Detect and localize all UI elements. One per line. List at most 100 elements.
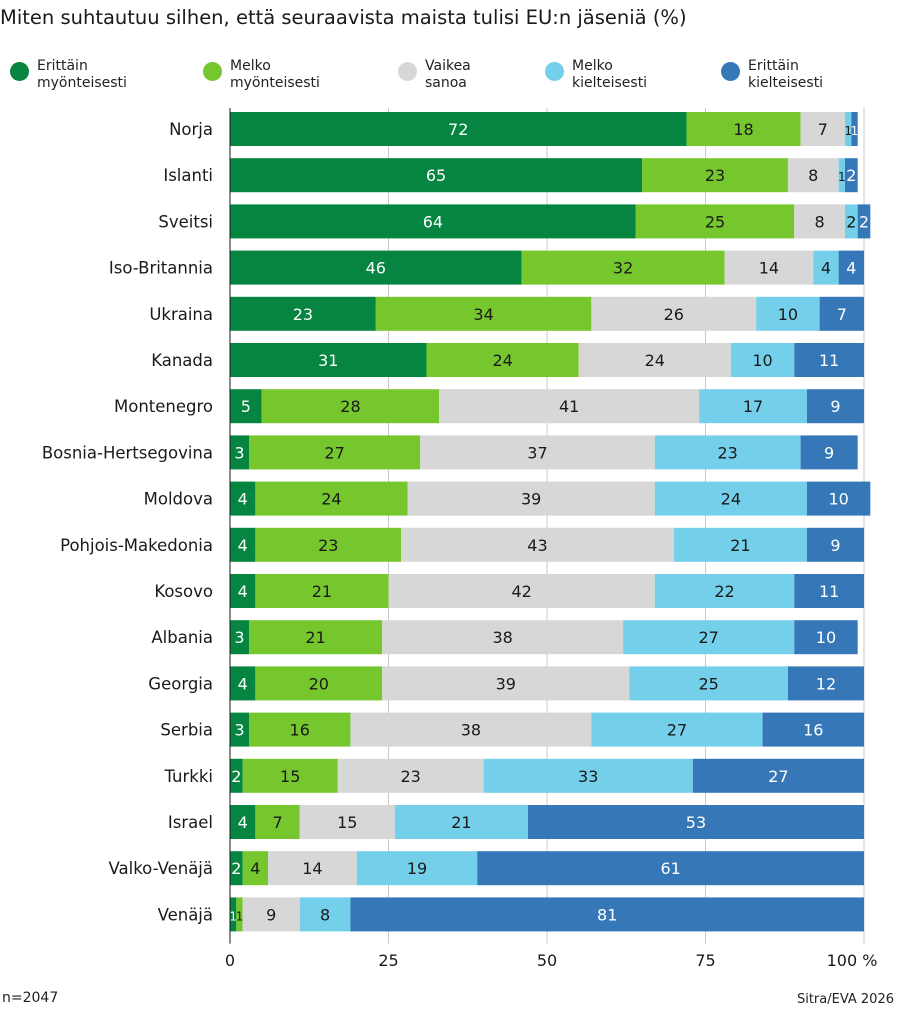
bar-segment: [762, 712, 864, 747]
data-label: 15: [337, 813, 357, 832]
data-label: 19: [407, 859, 427, 878]
data-label: 7: [818, 120, 828, 139]
data-label: 42: [511, 582, 531, 601]
data-label: 18: [733, 120, 753, 139]
bar-segment: [255, 805, 300, 839]
legend-swatch-somewhat-positive: [203, 62, 222, 81]
data-label: 8: [320, 905, 330, 924]
data-label: 9: [824, 443, 834, 462]
data-label: 23: [318, 536, 338, 555]
data-label: 21: [451, 813, 471, 832]
bar-segment: [686, 112, 801, 146]
bar-segment: [261, 389, 440, 424]
data-label: 4: [821, 259, 831, 278]
bar-segment: [407, 481, 655, 516]
bar-segment: [337, 758, 484, 793]
category-label: Serbia: [160, 721, 213, 740]
bar-segment: [394, 805, 528, 839]
legend-swatch-somewhat-negative: [545, 62, 564, 81]
data-label: 53: [686, 813, 706, 832]
category-label: Israel: [168, 813, 213, 832]
bar-segment: [578, 343, 731, 377]
bar-segment: [819, 296, 864, 331]
bar-segment: [794, 574, 864, 608]
data-label: 23: [401, 767, 421, 786]
data-label: 14: [302, 859, 322, 878]
data-label: 25: [698, 674, 718, 693]
data-label: 4: [250, 859, 260, 878]
bar-segment: [230, 112, 687, 146]
bar-segment: [692, 758, 864, 793]
data-label: 34: [473, 305, 493, 324]
data-label: 1: [229, 909, 237, 923]
data-label: 4: [238, 536, 248, 555]
legend-swatch-hard-to-say: [398, 62, 417, 81]
data-label: 61: [660, 859, 680, 878]
bar-segment: [730, 343, 795, 377]
bar-segment: [787, 666, 864, 701]
data-label: 15: [280, 767, 300, 786]
data-label: 16: [290, 721, 310, 740]
data-label: 4: [238, 582, 248, 601]
bar-segment: [230, 389, 262, 424]
data-label: 27: [324, 443, 344, 462]
data-label: 24: [721, 490, 741, 509]
data-label: 39: [521, 490, 541, 509]
data-label: 33: [578, 767, 598, 786]
bar-segment: [838, 250, 864, 285]
legend-item-hard-to-say: Vaikea sanoa: [398, 58, 471, 92]
data-label: 1: [838, 170, 846, 184]
bar-segment: [230, 851, 243, 886]
data-label: 10: [778, 305, 798, 324]
x-tick-label: 0: [225, 951, 235, 970]
x-tick-label: 25: [378, 951, 398, 970]
data-label: 72: [448, 120, 468, 139]
bar-segment: [806, 389, 864, 424]
bar-segment: [249, 435, 421, 470]
bar-segment: [477, 851, 864, 886]
bar-segment: [756, 296, 820, 331]
bar-segment: [350, 897, 865, 932]
bar-segment: [699, 389, 807, 424]
data-label: 25: [705, 212, 725, 231]
data-label: 14: [759, 259, 779, 278]
bar-segment: [356, 851, 478, 886]
data-label: 10: [752, 351, 772, 370]
source-note: Sitra/EVA 2026: [796, 992, 894, 1007]
data-label: 11: [819, 351, 839, 370]
category-label: Kosovo: [154, 582, 213, 601]
data-label: 28: [340, 397, 360, 416]
data-label: 4: [238, 490, 248, 509]
bar-segment: [230, 527, 256, 562]
bar-segment: [249, 712, 351, 747]
bar-segment: [255, 481, 408, 516]
bar-segment: [230, 620, 250, 655]
bar-segment: [420, 435, 655, 470]
data-label: 17: [743, 397, 763, 416]
legend-label-somewhat-positive: Melko myönteisesti: [230, 58, 320, 91]
bar-segment: [242, 851, 269, 886]
x-tick-label: 50: [537, 951, 557, 970]
bar-segment: [813, 250, 839, 285]
data-label: 23: [718, 443, 738, 462]
bar-segment: [350, 712, 592, 747]
legend-item-somewhat-negative: Melko kielteisesti: [545, 58, 647, 92]
data-label: 43: [527, 536, 547, 555]
data-label: 4: [238, 813, 248, 832]
legend-item-very-negative: Erittäin kielteisesti: [721, 58, 823, 92]
data-label: 5: [241, 397, 251, 416]
bar-segment: [673, 527, 807, 562]
category-label: Kanada: [151, 351, 213, 370]
data-label: 3: [234, 628, 244, 647]
data-label: 11: [819, 582, 839, 601]
bar-segment: [299, 897, 351, 932]
category-label: Georgia: [148, 674, 213, 693]
bar-segment: [806, 527, 864, 562]
data-label: 2: [846, 166, 856, 185]
legend-item-very-positive: Erittäin myönteisesti: [10, 58, 127, 92]
data-label: 24: [492, 351, 512, 370]
bar-segment: [230, 296, 376, 331]
bar-segment: [591, 296, 757, 331]
bar-segment: [794, 204, 845, 239]
